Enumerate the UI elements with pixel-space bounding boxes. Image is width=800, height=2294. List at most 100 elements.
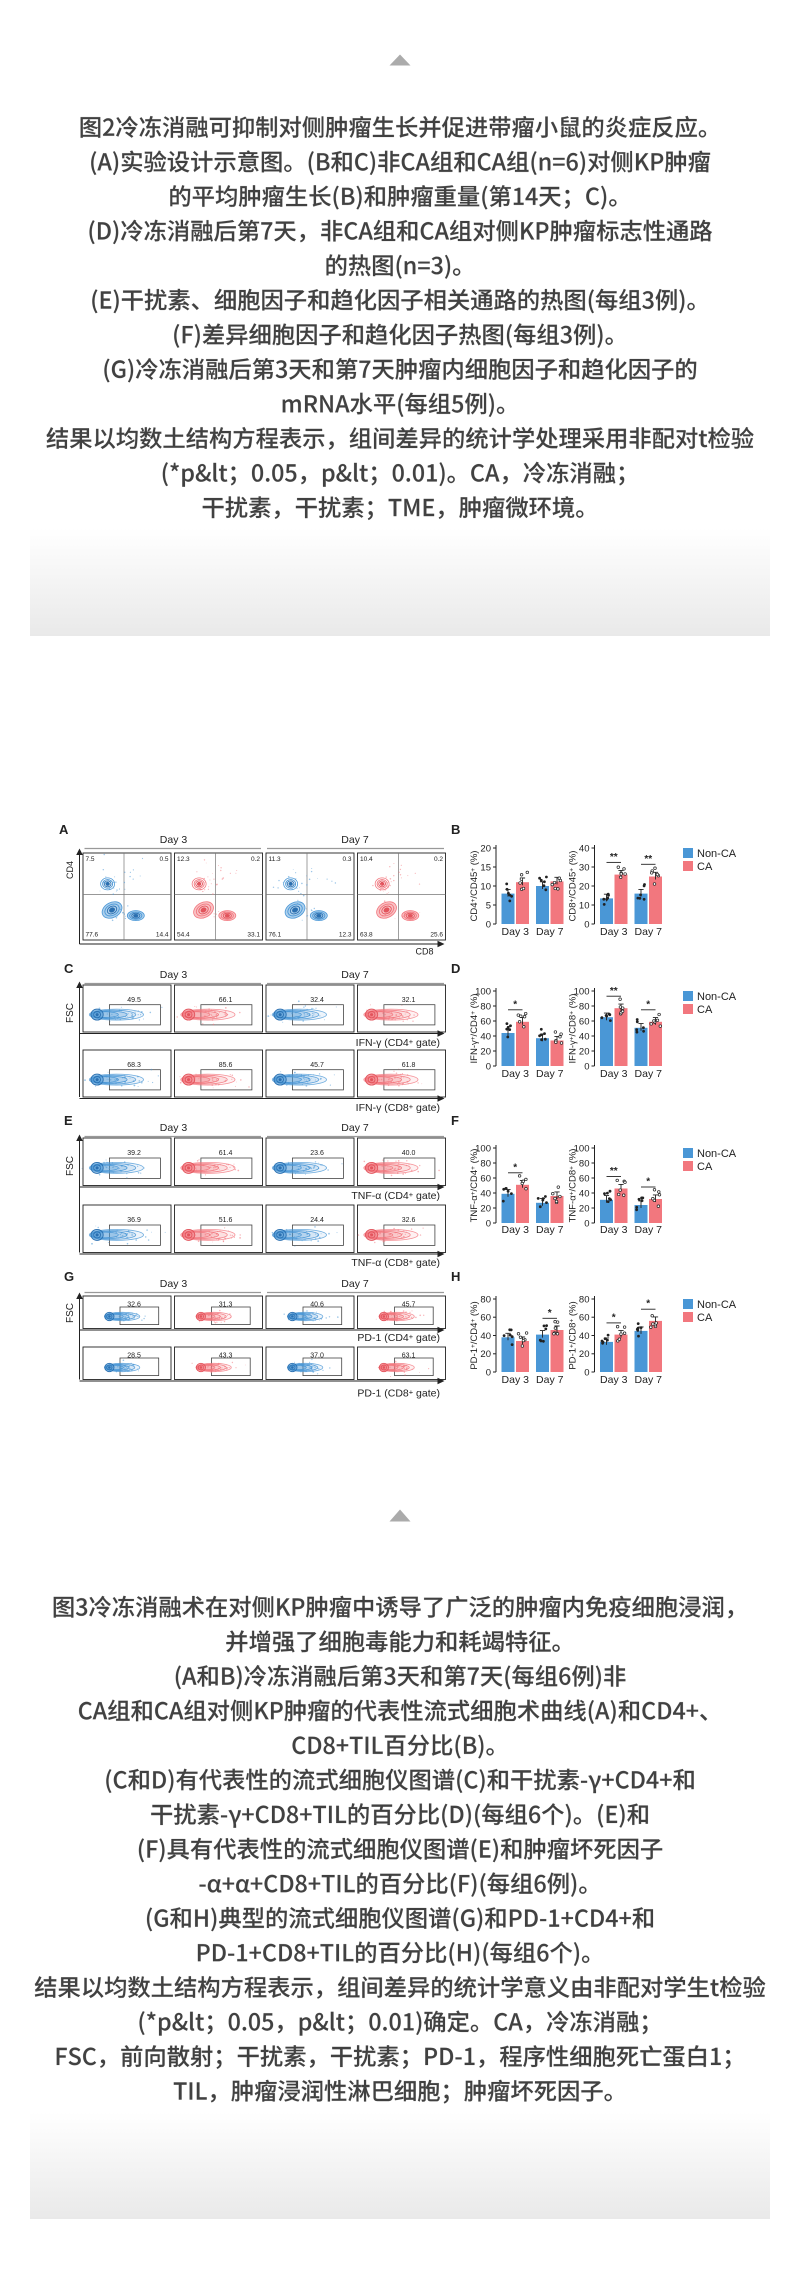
svg-text:B: B bbox=[451, 822, 460, 837]
svg-text:Day 7: Day 7 bbox=[341, 1122, 369, 1134]
svg-text:Day 3: Day 3 bbox=[502, 1374, 530, 1386]
svg-text:Day 3: Day 3 bbox=[160, 834, 188, 846]
svg-text:Day 3: Day 3 bbox=[502, 926, 530, 938]
svg-text:61.8: 61.8 bbox=[402, 1062, 416, 1069]
svg-text:60: 60 bbox=[579, 1016, 590, 1027]
svg-text:45.7: 45.7 bbox=[310, 1062, 324, 1069]
svg-text:7.5: 7.5 bbox=[86, 856, 95, 863]
svg-text:60: 60 bbox=[480, 1313, 491, 1324]
svg-text:Day 3: Day 3 bbox=[600, 1374, 628, 1386]
svg-text:40: 40 bbox=[480, 1331, 491, 1342]
svg-text:24.4: 24.4 bbox=[310, 1217, 324, 1224]
svg-text:63.1: 63.1 bbox=[402, 1353, 416, 1360]
svg-text:0: 0 bbox=[584, 1061, 589, 1072]
svg-text:40: 40 bbox=[480, 1031, 491, 1042]
svg-text:63.8: 63.8 bbox=[360, 932, 373, 939]
svg-text:0.2: 0.2 bbox=[251, 856, 260, 863]
svg-text:60: 60 bbox=[579, 1173, 590, 1184]
svg-text:5: 5 bbox=[486, 900, 491, 911]
svg-text:100: 100 bbox=[475, 986, 491, 997]
svg-text:20: 20 bbox=[579, 881, 590, 892]
svg-text:TNF-α+/CD4+ (%): TNF-α+/CD4+ (%) bbox=[469, 1149, 480, 1223]
svg-text:0: 0 bbox=[584, 1367, 589, 1378]
svg-text:*: * bbox=[646, 1177, 650, 1188]
svg-text:20: 20 bbox=[480, 1046, 491, 1057]
svg-text:Day 7: Day 7 bbox=[635, 1224, 663, 1236]
svg-text:CA: CA bbox=[697, 1004, 713, 1016]
svg-text:43.3: 43.3 bbox=[219, 1353, 233, 1360]
svg-text:32.1: 32.1 bbox=[402, 997, 416, 1004]
svg-text:51.6: 51.6 bbox=[219, 1217, 233, 1224]
svg-text:80: 80 bbox=[480, 1294, 491, 1305]
svg-text:**: ** bbox=[610, 852, 618, 863]
svg-text:F: F bbox=[451, 1113, 459, 1128]
svg-text:CA: CA bbox=[697, 1312, 713, 1324]
svg-text:20: 20 bbox=[480, 1203, 491, 1214]
svg-text:80: 80 bbox=[579, 1158, 590, 1169]
svg-text:FSC: FSC bbox=[65, 1303, 76, 1323]
svg-text:100: 100 bbox=[574, 1143, 590, 1154]
svg-text:CA: CA bbox=[697, 1161, 713, 1173]
svg-text:CD4: CD4 bbox=[65, 861, 75, 879]
svg-text:Day 3: Day 3 bbox=[502, 1224, 530, 1236]
svg-text:CA: CA bbox=[697, 861, 713, 873]
svg-text:0: 0 bbox=[486, 1367, 491, 1378]
svg-text:*: * bbox=[646, 1299, 650, 1310]
svg-text:0: 0 bbox=[584, 919, 589, 930]
svg-text:CD4+/CD45+ (%): CD4+/CD45+ (%) bbox=[469, 851, 480, 922]
svg-text:Day 7: Day 7 bbox=[341, 1278, 369, 1290]
svg-text:Day 3: Day 3 bbox=[160, 969, 188, 981]
svg-text:32.6: 32.6 bbox=[402, 1217, 416, 1224]
svg-text:Non-CA: Non-CA bbox=[697, 1299, 737, 1311]
svg-text:32.4: 32.4 bbox=[310, 997, 324, 1004]
svg-text:40: 40 bbox=[579, 1031, 590, 1042]
svg-text:IFN-γ+/CD8+ (%): IFN-γ+/CD8+ (%) bbox=[568, 994, 579, 1064]
svg-text:Day 3: Day 3 bbox=[600, 1068, 628, 1080]
svg-text:*: * bbox=[513, 999, 517, 1010]
svg-text:49.5: 49.5 bbox=[127, 997, 141, 1004]
svg-text:10.4: 10.4 bbox=[360, 856, 373, 863]
svg-text:FSC: FSC bbox=[65, 1003, 76, 1023]
svg-text:40: 40 bbox=[579, 1331, 590, 1342]
svg-text:60: 60 bbox=[480, 1016, 491, 1027]
svg-text:FSC: FSC bbox=[65, 1156, 76, 1176]
svg-text:Day 7: Day 7 bbox=[635, 926, 663, 938]
svg-text:CD8+/CD45+ (%): CD8+/CD45+ (%) bbox=[568, 851, 579, 922]
svg-text:Day 7: Day 7 bbox=[341, 834, 369, 846]
svg-text:*: * bbox=[513, 1162, 517, 1173]
svg-text:80: 80 bbox=[480, 1158, 491, 1169]
svg-text:IFN-γ+/CD4+ (%): IFN-γ+/CD4+ (%) bbox=[469, 994, 480, 1064]
svg-text:20: 20 bbox=[579, 1046, 590, 1057]
svg-text:Day 7: Day 7 bbox=[536, 1068, 564, 1080]
svg-text:Day 7: Day 7 bbox=[536, 926, 564, 938]
svg-text:10: 10 bbox=[480, 881, 491, 892]
svg-text:Day 3: Day 3 bbox=[160, 1278, 188, 1290]
svg-text:CD8: CD8 bbox=[415, 947, 433, 957]
svg-text:15: 15 bbox=[480, 862, 491, 873]
svg-text:39.2: 39.2 bbox=[127, 1150, 141, 1157]
svg-text:PD-1 (CD8+ gate): PD-1 (CD8+ gate) bbox=[357, 1387, 440, 1399]
svg-text:20: 20 bbox=[579, 1349, 590, 1360]
svg-text:PD-1+/CD8+ (%): PD-1+/CD8+ (%) bbox=[568, 1301, 579, 1369]
svg-text:80: 80 bbox=[480, 1001, 491, 1012]
svg-text:20: 20 bbox=[480, 843, 491, 854]
svg-text:40: 40 bbox=[579, 843, 590, 854]
svg-text:0: 0 bbox=[486, 1061, 491, 1072]
svg-text:D: D bbox=[451, 961, 460, 976]
svg-text:40.0: 40.0 bbox=[402, 1150, 416, 1157]
svg-text:TNF-α+/CD8+ (%): TNF-α+/CD8+ (%) bbox=[568, 1149, 579, 1223]
svg-text:Day 7: Day 7 bbox=[536, 1374, 564, 1386]
svg-text:40: 40 bbox=[480, 1188, 491, 1199]
svg-text:Non-CA: Non-CA bbox=[697, 1148, 737, 1160]
svg-text:0.5: 0.5 bbox=[159, 856, 168, 863]
svg-text:31.3: 31.3 bbox=[219, 1302, 233, 1309]
svg-text:28.5: 28.5 bbox=[127, 1353, 141, 1360]
svg-text:A: A bbox=[59, 822, 69, 837]
svg-text:PD-1 (CD4+ gate): PD-1 (CD4+ gate) bbox=[357, 1332, 440, 1344]
svg-text:12.3: 12.3 bbox=[339, 932, 352, 939]
svg-text:30: 30 bbox=[579, 862, 590, 873]
svg-text:80: 80 bbox=[579, 1294, 590, 1305]
svg-text:**: ** bbox=[610, 1166, 618, 1177]
svg-text:Day 3: Day 3 bbox=[160, 1122, 188, 1134]
svg-text:85.6: 85.6 bbox=[219, 1062, 233, 1069]
